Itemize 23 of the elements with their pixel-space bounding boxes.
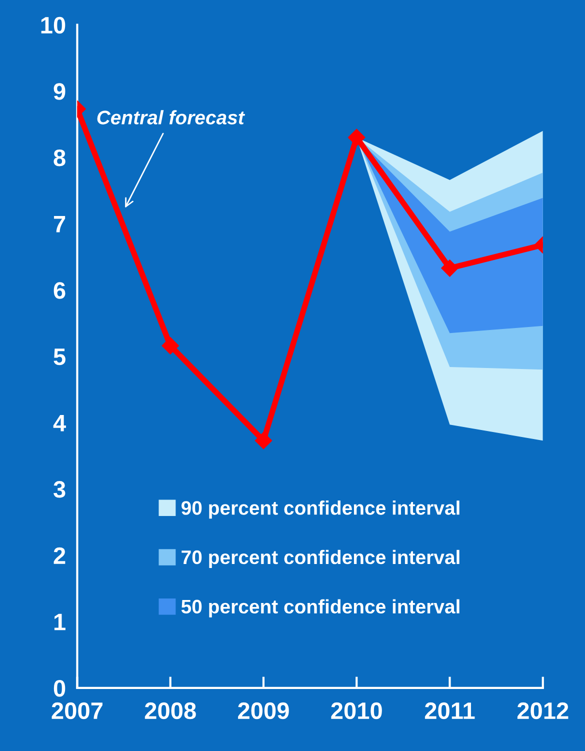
y-tick-label: 5 <box>54 348 66 366</box>
y-tick-label: 1 <box>54 614 66 630</box>
y-tick-label: 8 <box>54 149 66 166</box>
legend-label: 90 percent confidence interval <box>181 500 460 519</box>
y-tick-label: 0 <box>54 680 66 697</box>
legend-label: 70 percent confidence interval <box>182 550 460 568</box>
x-tick-label: 2010 <box>331 702 382 720</box>
x-tick-label: 2012 <box>517 702 568 720</box>
point <box>348 128 366 146</box>
y-tick-label: 6 <box>54 282 66 299</box>
x-tick-label: 2009 <box>238 702 289 720</box>
x-tick-label: 2007 <box>52 702 102 720</box>
y-tick-label: 7 <box>54 216 66 232</box>
y-tick-label: 10 <box>41 16 66 34</box>
x-tick-label: 2011 <box>424 702 475 720</box>
legend-label: 50 percent confidence interval <box>181 599 460 618</box>
annotation: Central forecast <box>97 110 246 124</box>
y-tick-label: 2 <box>54 547 66 564</box>
x-tick-label: 2008 <box>144 702 196 720</box>
y-tick-label: 3 <box>54 481 66 498</box>
y-tick-label: 9 <box>54 83 66 100</box>
y-tick-label: 4 <box>53 414 66 432</box>
point <box>254 432 272 450</box>
